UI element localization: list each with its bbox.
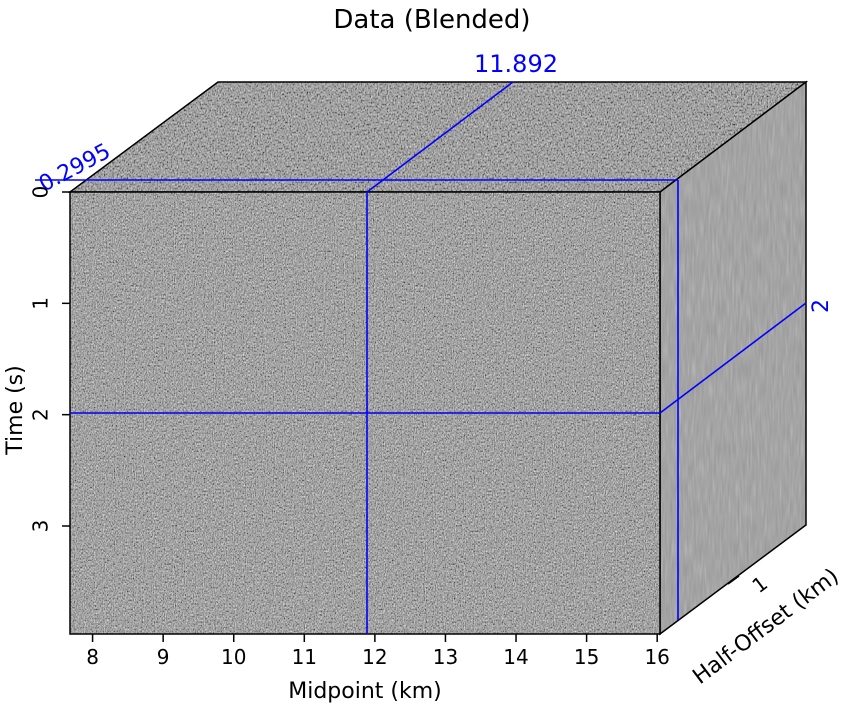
z-tick-label-1: 1 <box>747 571 772 598</box>
x-tick-label: 10 <box>221 645 246 669</box>
x-tick-label: 16 <box>644 645 669 669</box>
x-tick-label: 9 <box>157 645 170 669</box>
x-tick-label: 8 <box>86 645 99 669</box>
x-tick-label: 11 <box>292 645 317 669</box>
slice-lines <box>35 81 807 634</box>
y-axis: 0 1 2 3 <box>29 186 70 533</box>
y-tick-label: 3 <box>29 520 53 533</box>
x-tick-label: 12 <box>362 645 387 669</box>
slice-label-offset: 2 <box>809 299 834 313</box>
x-tick-label: 15 <box>574 645 599 669</box>
x-axis-label: Midpoint (km) <box>288 679 442 704</box>
y-tick-label: 1 <box>29 297 53 310</box>
x-tick-label: 14 <box>503 645 528 669</box>
y-tick-label: 2 <box>29 408 53 421</box>
x-axis: 8 9 10 11 12 13 14 15 16 <box>86 634 670 669</box>
slice-line-time-side <box>659 302 807 414</box>
x-tick-label: 13 <box>433 645 458 669</box>
y-tick-label: 0 <box>29 186 53 199</box>
y-axis-label: Time (s) <box>3 365 28 455</box>
slice-label-midpoint: 11.892 <box>474 50 558 78</box>
slice-line-midpoint-top <box>366 81 514 193</box>
chart-title: Data (Blended) <box>333 5 530 35</box>
